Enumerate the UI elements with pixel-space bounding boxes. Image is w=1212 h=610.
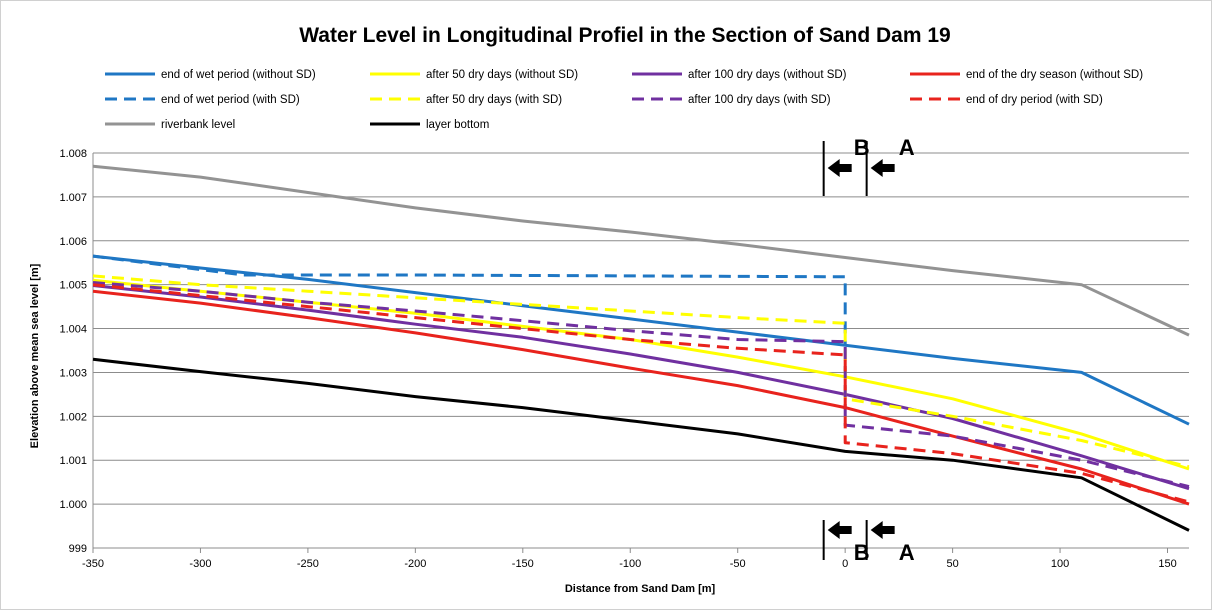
y-axis-label: Elevation above mean sea level [m]: [29, 263, 41, 448]
y-tick-label: 1.000: [59, 499, 87, 511]
legend-label: end of the dry season (without SD): [966, 69, 1143, 81]
y-tick-label: 999: [69, 543, 87, 555]
y-tick-label: 1.001: [59, 455, 87, 467]
arrow-left-icon: [827, 159, 852, 177]
x-tick-label: 100: [1051, 558, 1069, 570]
series-line-4: [92, 289, 1190, 506]
y-tick-label: 1.007: [59, 192, 87, 204]
series-line-3: [92, 284, 1190, 491]
legend-label: riverbank level: [161, 119, 235, 131]
legend-label: after 100 dry days (without SD): [688, 69, 847, 81]
section-marker-label: A: [899, 135, 915, 160]
y-tick-label: 1.006: [59, 236, 87, 248]
axes: [92, 153, 1189, 553]
section-marker-label: A: [899, 540, 915, 565]
x-tick-label: -250: [297, 558, 319, 570]
y-tick-label: 1.004: [59, 324, 87, 336]
y-tick-labels: 999 1.000 1.001 1.002 1.003 1.004 1.005 1.006 1.…: [59, 148, 87, 555]
legend-label: after 50 dry days (without SD): [426, 69, 578, 81]
legend: end of wet period (without SD) after 50 d…: [105, 69, 1143, 131]
y-tick-label: 1.008: [59, 148, 87, 160]
legend-label: end of wet period (without SD): [161, 69, 316, 81]
section-marker-label: B: [854, 135, 870, 160]
gridlines: [93, 152, 1189, 505]
x-tick-label: 0: [842, 558, 848, 570]
x-tick-label: -150: [512, 558, 534, 570]
legend-label: after 50 dry days (with SD): [426, 94, 562, 106]
x-tick-label: -100: [619, 558, 641, 570]
legend-label: after 100 dry days (with SD): [688, 94, 831, 106]
y-tick-label: 1.003: [59, 367, 87, 379]
legend-label: layer bottom: [426, 119, 489, 131]
x-tick-label: -200: [404, 558, 426, 570]
x-axis-label: Distance from Sand Dam [m]: [565, 583, 716, 595]
arrow-left-icon: [870, 521, 895, 539]
arrow-left-icon: [827, 521, 852, 539]
series-line-6: [92, 274, 1190, 469]
x-tick-label: 50: [946, 558, 958, 570]
x-tick-label: 150: [1158, 558, 1176, 570]
x-tick-label: -50: [730, 558, 746, 570]
arrow-left-icon: [870, 159, 895, 177]
section-markers: B A B A: [822, 135, 915, 565]
y-tick-label: 1.002: [59, 411, 87, 423]
series-line-9: [92, 164, 1190, 337]
series-line-5: [92, 254, 847, 347]
series-line-10: [92, 357, 1190, 532]
series-lines: [92, 164, 1190, 532]
series-line-7: [92, 281, 1190, 489]
legend-label: end of wet period (with SD): [161, 94, 300, 106]
y-tick-label: 1.005: [59, 280, 87, 292]
legend-label: end of dry period (with SD): [966, 94, 1103, 106]
section-marker-label: B: [854, 540, 870, 565]
x-tick-labels: -350 -300 -250 -200 -150 -100 -50 0 50 100 150: [82, 558, 1177, 570]
chart-title: Water Level in Longitudinal Profiel in t…: [299, 24, 950, 47]
x-tick-label: -300: [189, 558, 211, 570]
series-line-8: [92, 283, 1190, 504]
x-tick-label: -350: [82, 558, 104, 570]
